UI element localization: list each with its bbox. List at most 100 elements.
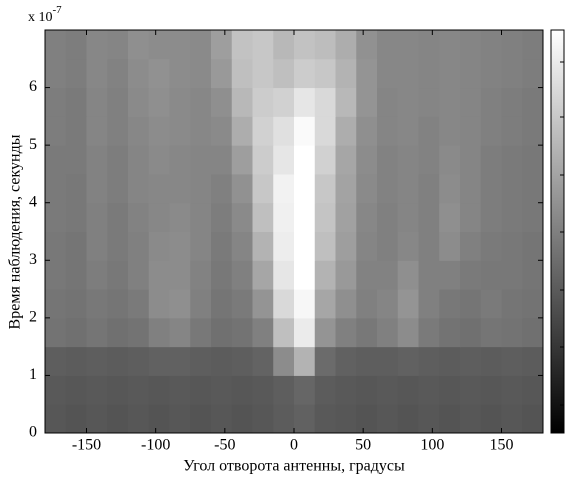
heatmap-cell	[439, 202, 461, 232]
heatmap-cell	[169, 58, 191, 89]
heatmap-cell	[356, 317, 378, 348]
heatmap-cell	[501, 58, 523, 89]
heatmap-cell	[211, 173, 233, 204]
heatmap-cell	[314, 375, 336, 405]
heatmap-cell	[86, 202, 108, 232]
heatmap-cell	[501, 231, 523, 261]
heatmap-cell	[439, 116, 461, 146]
heatmap-cell	[480, 375, 502, 405]
heatmap-cell	[501, 30, 523, 60]
heatmap-cell	[190, 404, 212, 434]
heatmap-cell	[314, 260, 336, 290]
heatmap-cell	[501, 145, 523, 175]
heatmap-cell	[45, 58, 67, 89]
heatmap-cell	[480, 260, 502, 290]
heatmap-cell	[128, 289, 150, 319]
heatmap-cell	[211, 58, 233, 89]
heatmap-cell	[252, 346, 274, 376]
heatmap-cell	[190, 317, 212, 348]
x-tick-label: -150	[72, 437, 101, 454]
heatmap-cell	[273, 87, 295, 117]
heatmap-cell	[148, 375, 170, 405]
heatmap-cell	[107, 346, 129, 376]
heatmap-cell	[107, 58, 129, 89]
heatmap-cell	[190, 375, 212, 405]
heatmap-cell	[377, 375, 399, 405]
heatmap-cell	[460, 202, 482, 232]
heatmap-cell	[211, 116, 233, 146]
heatmap-cell	[460, 87, 482, 117]
heatmap-cell	[211, 145, 233, 175]
y-tick-label: 3	[29, 251, 37, 268]
heatmap-cell	[522, 317, 544, 348]
heatmap-cell	[480, 116, 502, 146]
heatmap-cell	[65, 116, 87, 146]
heatmap-cell	[65, 30, 87, 60]
heatmap-cell	[252, 30, 274, 60]
heatmap-cell	[148, 289, 170, 319]
heatmap-cell	[335, 404, 357, 434]
heatmap-cell	[335, 30, 357, 60]
heatmap-cell	[107, 404, 129, 434]
heatmap-cell	[252, 145, 274, 175]
heatmap-cell	[356, 202, 378, 232]
heatmap-cell	[480, 289, 502, 319]
heatmap-cell	[418, 289, 440, 319]
heatmap-cell	[45, 30, 67, 60]
heatmap-cell	[314, 317, 336, 348]
x-tick-label: 50	[355, 437, 371, 454]
heatmap-cell	[273, 173, 295, 204]
heatmap-cell	[480, 346, 502, 376]
heatmap-cell	[439, 145, 461, 175]
heatmap-cell	[128, 145, 150, 175]
heatmap-cell	[294, 116, 316, 146]
x-tick-label: 100	[420, 437, 444, 454]
heatmap-cell	[231, 202, 253, 232]
heatmap-cell	[45, 289, 67, 319]
heatmap-cell	[273, 58, 295, 89]
heatmap-cell	[501, 173, 523, 204]
heatmap-cell	[169, 145, 191, 175]
heatmap-cell	[314, 231, 336, 261]
heatmap-cell	[252, 375, 274, 405]
heatmap-cell	[169, 317, 191, 348]
heatmap-cell	[211, 289, 233, 319]
heatmap-cell	[314, 145, 336, 175]
heatmap-cell	[169, 231, 191, 261]
heatmap-cell	[252, 202, 274, 232]
heatmap-cell	[273, 375, 295, 405]
heatmap-cell	[356, 30, 378, 60]
heatmap-cell	[231, 317, 253, 348]
heatmap-cell	[252, 260, 274, 290]
heatmap-cell	[169, 289, 191, 319]
heatmap-cell	[190, 116, 212, 146]
heatmap-cell	[418, 30, 440, 60]
heatmap-cell	[397, 145, 419, 175]
heatmap-cell	[128, 202, 150, 232]
heatmap-cell	[377, 317, 399, 348]
heatmap-cell	[480, 231, 502, 261]
heatmap-cell	[439, 173, 461, 204]
y-tick-label: 5	[29, 136, 37, 153]
heatmap-cell	[45, 404, 67, 434]
heatmap-cell	[86, 317, 108, 348]
heatmap-cell	[377, 116, 399, 146]
heatmap-cell	[65, 231, 87, 261]
y-tick-label: 1	[29, 366, 37, 383]
heatmap-cell	[231, 30, 253, 60]
heatmap-cell	[190, 346, 212, 376]
heatmap-cell	[522, 116, 544, 146]
heatmap-cell	[65, 58, 87, 89]
y-multiplier-exponent: -7	[53, 4, 63, 16]
heatmap-cell	[86, 346, 108, 376]
heatmap-cell	[211, 202, 233, 232]
heatmap-cell	[501, 116, 523, 146]
heatmap-cell	[148, 58, 170, 89]
heatmap-cell	[356, 231, 378, 261]
heatmap-cell	[273, 346, 295, 376]
heatmap-cell	[522, 58, 544, 89]
x-axis-label: Угол отворота антенны, градусы	[183, 458, 405, 475]
heatmap-cell	[439, 375, 461, 405]
heatmap-cell	[480, 30, 502, 60]
heatmap-cell	[128, 231, 150, 261]
